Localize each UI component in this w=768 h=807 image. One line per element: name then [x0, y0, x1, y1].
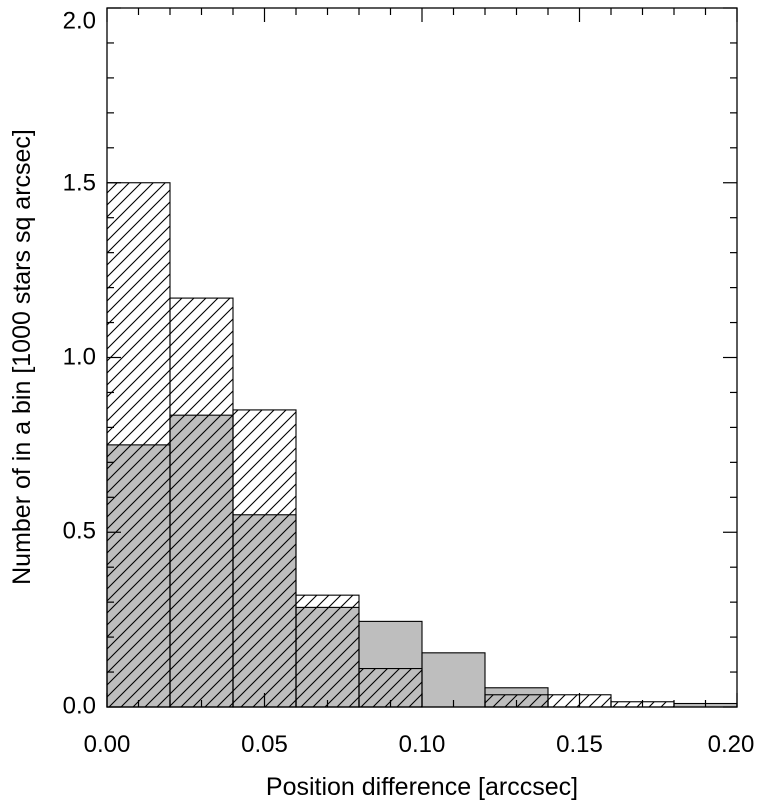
hatched-histogram [106, 182, 675, 708]
x-tick-label: 0.00 [84, 731, 131, 758]
x-axis-label: Position difference [arccsec] [266, 773, 578, 801]
y-tick-label: 1.0 [63, 343, 96, 370]
y-tick-label: 0.5 [63, 517, 96, 544]
gray-histogram-bar [422, 652, 485, 707]
x-tick-label: 0.10 [399, 731, 446, 758]
x-tick-label: 0.05 [241, 731, 288, 758]
y-tick-label: 1.5 [63, 169, 96, 196]
x-tick-label: 0.15 [556, 731, 603, 758]
hatched-histogram-bar [295, 594, 360, 708]
hatched-histogram-bar [169, 297, 234, 708]
axis-ticks [106, 7, 738, 708]
y-axis-label: Number of in a bin [1000 stars sq arcsec… [8, 129, 36, 585]
x-tick-label: 0.20 [708, 731, 755, 758]
y-tick-label: 0.0 [63, 692, 96, 719]
hatched-histogram-bar [232, 409, 297, 708]
y-tick-label: 2.0 [63, 7, 96, 34]
